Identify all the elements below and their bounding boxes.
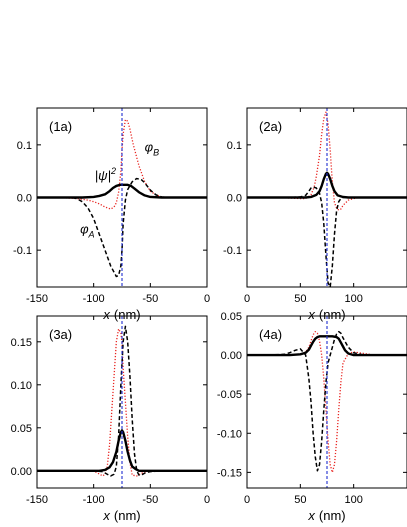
y-tick-label: 0.1 — [17, 140, 32, 152]
y-tick-label: 0.05 — [11, 423, 32, 435]
x-tick-label: 0 — [244, 293, 250, 305]
x-tick-label: -150 — [26, 293, 48, 305]
y-tick-label: 0.0 — [227, 193, 242, 205]
series-line-dotted-red — [59, 328, 185, 477]
series-line-dashed-black — [268, 330, 407, 472]
series-line-dashed-black — [59, 325, 185, 477]
x-axis-label-var: x — [307, 508, 315, 523]
annotation-subscript: A — [88, 229, 95, 239]
series-line-dashed-black — [59, 177, 185, 278]
panel-2: 0 50 100 -0.1 0.0 0.1 (2a) x (nm) — [223, 107, 407, 322]
x-axis-label-unit: (nm) — [319, 307, 346, 322]
panel-label: (1a) — [49, 119, 72, 134]
x-tick-label: 0 — [244, 494, 250, 506]
y-tick-label: 0.00 — [11, 466, 32, 478]
annotation-symbol: φ — [145, 140, 154, 155]
annotation-symbol: |ψ| — [95, 168, 111, 183]
x-tick-label: 100 — [344, 293, 362, 305]
x-axis-label-var: x — [102, 307, 110, 322]
panel-label: (2a) — [259, 119, 282, 134]
x-tick-label: 0 — [204, 494, 210, 506]
y-tick-label: 0.00 — [221, 350, 242, 362]
x-tick-label: -100 — [83, 494, 105, 506]
curve-annotation: φB — [145, 140, 160, 158]
y-tick-label: -0.10 — [217, 428, 242, 440]
y-tick-label: -0.15 — [217, 467, 242, 479]
plot-frame — [246, 315, 407, 489]
x-tick-label: 50 — [294, 494, 306, 506]
annotation-symbol: φ — [80, 221, 89, 236]
curve-annotation: φA — [80, 221, 95, 239]
x-axis-label-unit: (nm) — [114, 508, 141, 523]
y-tick-label: -0.1 — [223, 245, 242, 257]
x-axis-label: x (nm) — [102, 508, 140, 523]
panel-4: 0 50 100 -0.15 -0.10 -0.05 0.00 0.05 (4a) x (nm) — [217, 311, 407, 523]
x-tick-label: -50 — [142, 293, 158, 305]
series-line-solid-black — [247, 171, 407, 199]
series-line-dotted-red — [268, 330, 407, 474]
y-tick-label: 0.0 — [17, 193, 32, 205]
y-tick-label: 0.1 — [227, 140, 242, 152]
x-axis-label-unit: (nm) — [319, 508, 346, 523]
x-tick-label: 50 — [294, 293, 306, 305]
curve-annotation: |ψ|2 — [95, 166, 116, 183]
x-axis-label-unit: (nm) — [114, 307, 141, 322]
x-tick-label: 0 — [204, 293, 210, 305]
x-axis-label: x (nm) — [307, 307, 345, 322]
panel-3: -150 -100 -50 0 0.00 0.05 0.10 0.15 (3a) x (nm) — [11, 315, 210, 523]
series-line-dashed-black — [279, 186, 375, 287]
x-tick-label: -100 — [83, 293, 105, 305]
x-tick-label: -50 — [142, 494, 158, 506]
x-tick-label: 100 — [344, 494, 362, 506]
y-tick-label: -0.05 — [217, 389, 242, 401]
annotation-subscript: B — [153, 148, 159, 158]
series-line-solid-black — [37, 429, 207, 472]
x-tick-label: -150 — [26, 494, 48, 506]
x-axis-label: x (nm) — [102, 307, 140, 322]
y-tick-label: 0.10 — [11, 380, 32, 392]
x-axis-label-var: x — [102, 508, 110, 523]
plot-frame — [36, 315, 208, 489]
y-tick-label: 0.05 — [221, 311, 242, 323]
series-line-solid-black — [247, 335, 407, 357]
x-axis-label: x (nm) — [307, 508, 345, 523]
panel-label: (3a) — [49, 327, 72, 342]
panel-label: (4a) — [259, 327, 282, 342]
annotation-superscript: 2 — [110, 166, 116, 176]
y-tick-label: 0.15 — [11, 337, 32, 349]
x-axis-label-var: x — [307, 307, 315, 322]
y-tick-label: -0.1 — [13, 245, 32, 257]
